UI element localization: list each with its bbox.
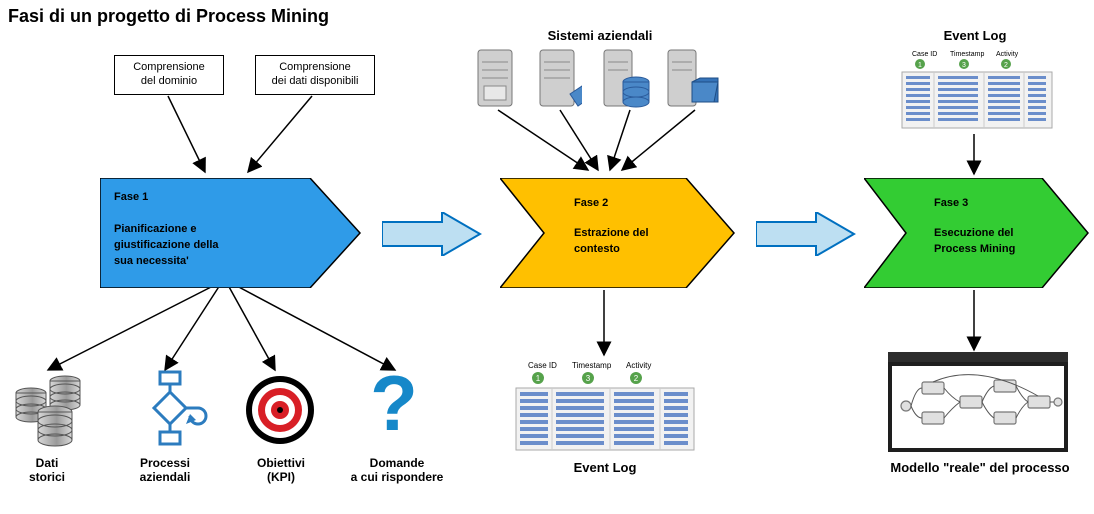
phase1-line2: giustificazione della [114, 239, 219, 251]
label-processi-aziendali: Processiaziendali [120, 456, 210, 484]
phase3-shape: Fase 3 Esecuzione del Process Mining [864, 178, 1094, 288]
phase3-line2: Process Mining [934, 243, 1015, 255]
diagram-canvas: Fasi di un progetto di Process Mining Co… [0, 0, 1094, 514]
label-obiettivi-kpi: Obiettivi(KPI) [236, 456, 326, 484]
svg-text:Case ID: Case ID [912, 51, 937, 58]
phase3-line1: Esecuzione del [934, 227, 1013, 239]
phase3-title: Fase 3 [934, 197, 968, 209]
domande-icon: ? [362, 366, 434, 452]
phase1-shape: Fase 1 Pianificazione e giustificazione … [100, 178, 370, 288]
server-icon-1 [472, 48, 520, 110]
label-event-log-top: Event Log [910, 28, 1040, 43]
svg-text:3: 3 [586, 374, 591, 383]
server-db-icon [600, 48, 652, 110]
label-modello-reale: Modello "reale" del processo [870, 460, 1090, 475]
phase1-line3: sua necessita' [114, 255, 189, 267]
event-log-top-icon: Case ID Timestamp Activity 1 3 2 [898, 46, 1058, 132]
svg-text:1: 1 [536, 374, 541, 383]
flow-arrow-2 [756, 212, 856, 256]
phase2-line2: contesto [574, 243, 620, 255]
server-folder-icon [664, 48, 720, 110]
svg-text:Timestamp: Timestamp [950, 51, 984, 58]
phase2-line1: Estrazione del [574, 227, 649, 239]
phase1-title: Fase 1 [114, 191, 148, 203]
phase2-shape: Fase 2 Estrazione del contesto [500, 178, 740, 288]
svg-text:3: 3 [962, 62, 966, 69]
processi-aziendali-icon [130, 370, 208, 452]
label-domande: Domandea cui rispondere [342, 456, 452, 484]
phase2-title: Fase 2 [574, 197, 608, 209]
process-model-icon [888, 352, 1068, 454]
label-sistemi-aziendali: Sistemi aziendali [520, 28, 680, 43]
svg-text:1: 1 [918, 62, 922, 69]
svg-text:Activity: Activity [626, 361, 651, 370]
event-log-bottom-icon: Case ID Timestamp Activity 1 3 2 [510, 358, 700, 454]
server-icon-2 [534, 48, 582, 110]
label-dati-storici: Datistorici [8, 456, 86, 484]
svg-text:2: 2 [634, 374, 639, 383]
svg-text:Case ID: Case ID [528, 361, 557, 370]
svg-text:?: ? [370, 366, 418, 447]
label-event-log-bottom: Event Log [550, 460, 660, 475]
svg-text:2: 2 [1004, 62, 1008, 69]
flow-arrow-1 [382, 212, 482, 256]
dati-storici-icon [10, 370, 88, 452]
phase1-line1: Pianificazione e [114, 223, 197, 235]
obiettivi-kpi-icon [242, 370, 320, 452]
svg-text:Activity: Activity [996, 51, 1019, 58]
svg-text:Timestamp: Timestamp [572, 361, 612, 370]
